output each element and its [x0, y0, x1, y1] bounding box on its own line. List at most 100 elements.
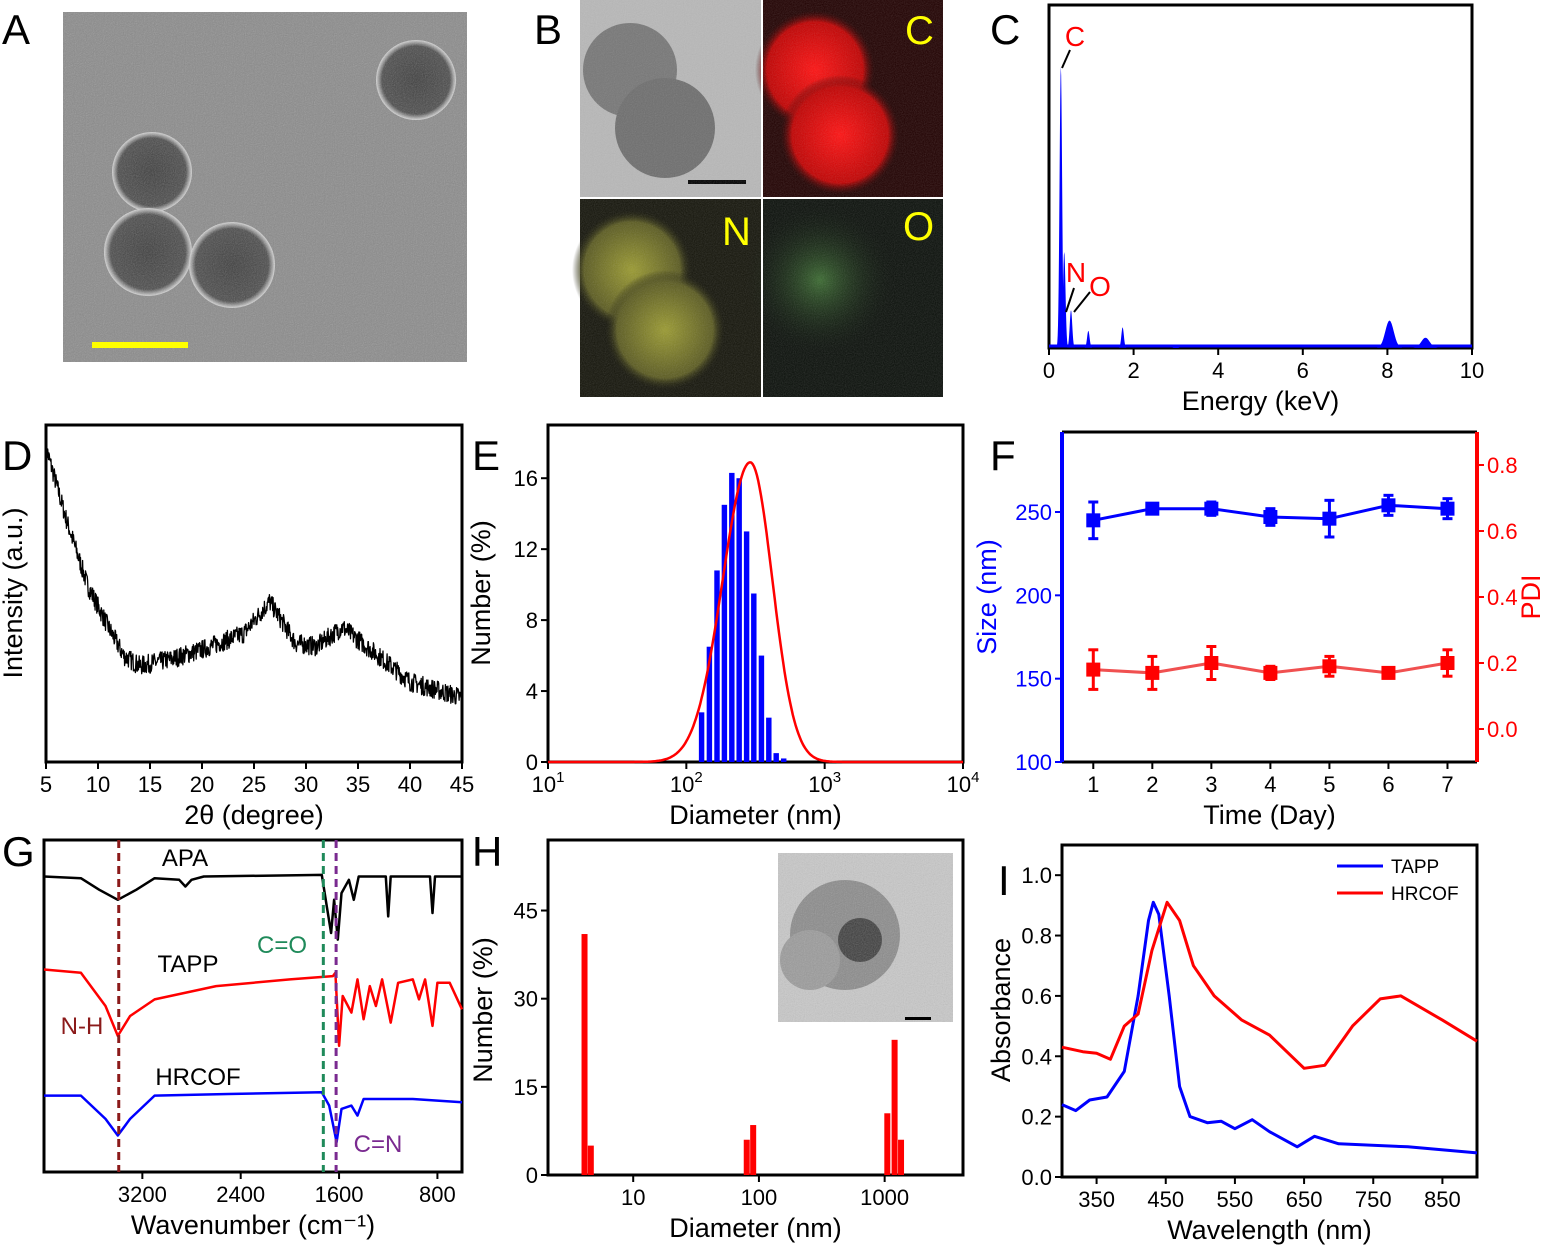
data-point-pdi [1322, 659, 1337, 674]
data-point-size [1440, 501, 1455, 516]
x-tick-label-f: 7 [1441, 772, 1453, 797]
panel-a-tem-image [63, 12, 467, 362]
histogram-bar [714, 570, 720, 762]
element-label-o: O [903, 205, 934, 249]
axes-frame-i [1060, 843, 1479, 1179]
annotation-leader [1073, 291, 1091, 313]
scale-bar [92, 342, 188, 348]
y-axis-label-i: Absorbance [986, 938, 1016, 1082]
x-tick-label-d: 5 [40, 772, 52, 797]
marker-label: C=O [257, 932, 307, 959]
panel-label-c: C [990, 6, 1020, 53]
y-axis-label-e: Number (%) [466, 520, 496, 666]
y-tick-label-h: 15 [514, 1075, 538, 1100]
histogram-bar [743, 531, 750, 762]
element-label-n: N [722, 210, 751, 254]
eds-peak [1060, 251, 1069, 347]
x-tick-label-e: 104 [947, 769, 980, 797]
x-tick-label-i: 450 [1147, 1187, 1184, 1212]
histogram-bar [698, 712, 705, 762]
x-tick-label-d: 15 [138, 772, 162, 797]
panel-label-e: E [472, 432, 500, 479]
y-tick-label-e: 12 [514, 537, 538, 562]
y-tick-label-f: 150 [1015, 667, 1052, 692]
data-point-pdi [1204, 656, 1219, 670]
y-tick-label-f: 100 [1015, 750, 1052, 775]
histogram-bar [721, 504, 728, 762]
histogram-bar [736, 478, 742, 762]
y-axis-label-d: Intensity (a.u.) [0, 507, 28, 678]
data-point-pdi [1440, 656, 1455, 670]
x-axis-label-f: Time (Day) [1203, 800, 1336, 830]
x-tick-label-h: 10 [621, 1185, 645, 1210]
histogram-bar [706, 646, 713, 762]
y-tick-label-i: 0.2 [1021, 1105, 1052, 1130]
axes-frame-d [44, 423, 464, 764]
x-tick-label-h: 1000 [860, 1185, 909, 1210]
histogram-bar [891, 1039, 898, 1175]
x-tick-label-c: 0 [1043, 358, 1055, 383]
histogram-bar [751, 593, 757, 762]
x-axis-label-g: Wavenumber (cm⁻¹) [131, 1210, 375, 1240]
x-tick-label-f: 2 [1146, 772, 1158, 797]
data-point-size [1381, 498, 1396, 513]
y-tick-label-i: 0.0 [1021, 1165, 1052, 1190]
data-point-pdi [1145, 665, 1160, 680]
spectrum-line-hrcof [1061, 900, 1478, 1070]
histogram-bar [780, 758, 787, 762]
ftir-line-apa [43, 873, 462, 941]
x-tick-label-c: 4 [1212, 358, 1224, 383]
x-tick-label-g: 800 [419, 1182, 456, 1207]
annotation-c: C [1065, 21, 1085, 52]
histogram-bar [758, 655, 765, 762]
y-axis-label-h: Number (%) [468, 937, 498, 1083]
y-tick-label-f-right: 0.2 [1487, 651, 1518, 676]
y-tick-label-e: 4 [526, 679, 538, 704]
x-tick-label-c: 8 [1381, 358, 1393, 383]
histogram-bar [773, 753, 779, 762]
y-tick-label-f-right: 0.4 [1487, 585, 1518, 610]
histogram-bar [750, 1125, 757, 1175]
x-tick-label-g: 1600 [315, 1182, 364, 1207]
annotation-n: N [1066, 257, 1086, 288]
annotation-o: O [1089, 271, 1111, 302]
x-axis-label-c: Energy (keV) [1182, 386, 1340, 416]
annotation-leader [1061, 49, 1071, 69]
x-tick-label-f: 6 [1382, 772, 1394, 797]
x-tick-label-c: 2 [1127, 358, 1139, 383]
y-tick-label-i: 0.6 [1021, 984, 1052, 1009]
axes-frame-g [42, 838, 464, 1174]
eds-peak [1057, 66, 1065, 345]
y-tick-label-h: 0 [526, 1163, 538, 1188]
y-tick-label-i: 0.8 [1021, 924, 1052, 949]
y-tick-label-f: 250 [1015, 500, 1052, 525]
x-tick-label-d: 10 [86, 772, 110, 797]
legend-label-hrcof: HRCOF [1391, 884, 1459, 905]
panel-b-elemental-mapping: C N O [572, 0, 943, 397]
marker-label: N-H [61, 1013, 104, 1040]
data-point-pdi [1086, 662, 1101, 677]
lognormal-fit-line [548, 461, 963, 764]
panel-label-d: D [2, 432, 32, 479]
data-point-size [1086, 513, 1101, 528]
eds-peak [1084, 330, 1093, 348]
panel-label-b: B [534, 6, 562, 53]
panel-label-g: G [2, 828, 35, 875]
y-tick-label-f-right: 0.8 [1487, 453, 1518, 478]
y-tick-label-i: 1.0 [1021, 863, 1052, 888]
x-tick-label-f: 3 [1205, 772, 1217, 797]
x-tick-label-g: 3200 [118, 1182, 167, 1207]
series-label-tapp: TAPP [158, 951, 219, 978]
eds-peak [1172, 344, 1180, 348]
data-point-pdi [1263, 665, 1278, 680]
x-axis-label-i: Wavelength (nm) [1167, 1215, 1372, 1245]
x-tick-label-i: 850 [1424, 1187, 1461, 1212]
eds-peak [1118, 327, 1127, 348]
histogram-bar [743, 1139, 750, 1175]
x-axis-label-d: 2θ (degree) [184, 800, 324, 830]
histogram-bar [884, 1113, 891, 1175]
histogram-bar [766, 717, 772, 762]
x-tick-label-i: 650 [1286, 1187, 1323, 1212]
data-point-size [1263, 510, 1278, 524]
